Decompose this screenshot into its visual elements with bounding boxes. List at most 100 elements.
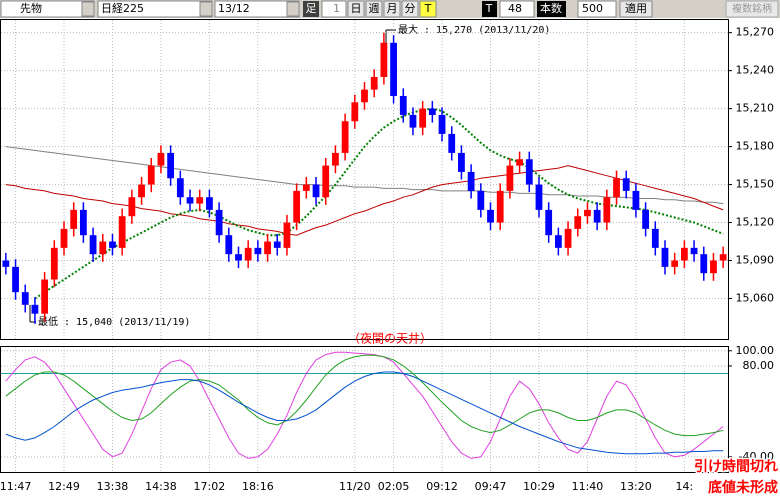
- candle-body: [584, 209, 591, 217]
- candle-body: [399, 95, 407, 115]
- y-tick-label: -40.00: [739, 450, 774, 463]
- y-tick-label: 15,150: [736, 178, 775, 191]
- y-tick-label: 15,270: [736, 26, 775, 39]
- candle-body: [206, 197, 213, 210]
- symbol: 先物: [20, 1, 42, 15]
- candle-body: [574, 216, 582, 229]
- count-input[interactable]: [499, 0, 535, 18]
- candle-body: [41, 279, 49, 314]
- candle-body: [109, 241, 116, 248]
- bar-input[interactable]: [321, 0, 347, 18]
- bar-label: 足: [306, 2, 317, 15]
- x-tick-label: 11:47: [0, 480, 31, 493]
- candle-body: [225, 235, 233, 255]
- candle-body: [293, 190, 301, 223]
- apply-button[interactable]: [619, 0, 653, 18]
- candle-body: [428, 108, 436, 115]
- candle-body: [390, 42, 397, 96]
- candle-body: [545, 209, 553, 236]
- candle-body: [128, 197, 136, 217]
- candle-body: [235, 254, 242, 261]
- night-annotation: （夜間の天井）: [348, 331, 432, 346]
- candle-body: [487, 209, 494, 223]
- minute-button[interactable]: [401, 0, 419, 18]
- candle-body: [380, 42, 388, 77]
- max-value: 500: [582, 2, 603, 15]
- candle-body: [525, 159, 533, 185]
- candle-body: [419, 108, 427, 128]
- multi: 複数銘柄: [732, 2, 772, 15]
- candle-body: [719, 254, 727, 261]
- tick-box: [482, 1, 497, 17]
- candle-body: [302, 184, 310, 191]
- symbol-select[interactable]: [0, 0, 95, 18]
- max-input[interactable]: [577, 0, 617, 18]
- multi-button[interactable]: [725, 0, 779, 18]
- candle-body: [50, 247, 58, 280]
- week-button[interactable]: [365, 0, 383, 18]
- y-tick-label: 100.00: [736, 344, 775, 357]
- candle-body: [438, 114, 446, 134]
- month-button[interactable]: [383, 0, 401, 18]
- candle-body: [409, 114, 417, 128]
- candle-body: [535, 184, 543, 210]
- candle-body: [2, 260, 10, 267]
- dropdown[interactable]: [81, 1, 95, 17]
- candle-body: [80, 209, 87, 236]
- candle-body: [593, 209, 601, 223]
- min-annotation: 最低 : 15,040 (2013/11/19): [38, 315, 190, 328]
- dropdown[interactable]: [199, 1, 213, 17]
- x-tick-label: 11/20: [339, 480, 371, 493]
- candle-body: [613, 178, 620, 198]
- count-label: 本数: [540, 1, 562, 15]
- candle-body: [554, 235, 562, 248]
- candle-body: [60, 228, 68, 248]
- candle-body: [361, 89, 368, 103]
- contract: 13/12: [218, 2, 250, 15]
- apply: 適用: [625, 1, 647, 15]
- month: 月: [387, 2, 398, 15]
- candle-body: [254, 247, 262, 255]
- candle-body: [21, 292, 29, 305]
- indicator-line: [5, 354, 724, 437]
- candle-body: [341, 121, 349, 153]
- oscillator-panel: [0, 346, 729, 473]
- candle-body: [244, 247, 252, 261]
- candle-body: [332, 152, 339, 166]
- count-box: [537, 1, 566, 17]
- candle-body: [196, 197, 204, 204]
- tick-on: T: [424, 2, 432, 15]
- candle-body: [603, 197, 611, 223]
- candle-body: [70, 209, 78, 229]
- candle-body: [215, 209, 223, 236]
- candle-body: [370, 76, 378, 90]
- candle-body: [157, 152, 165, 166]
- candle-body: [118, 216, 126, 248]
- x-tick-label: 14:: [676, 480, 694, 493]
- candle-body: [273, 241, 281, 248]
- candle-body: [31, 304, 39, 314]
- x-tick-label: 02:05: [378, 480, 410, 493]
- max-annotation: 最大 : 15,270 (2013/11/20): [398, 23, 550, 36]
- x-tick-label: 09:47: [475, 480, 507, 493]
- indicator-line: [5, 165, 724, 236]
- tick-button[interactable]: [419, 0, 437, 18]
- x-tick-label: 09:12: [426, 480, 458, 493]
- y-tick-label: 15,060: [736, 291, 775, 304]
- candle-body: [642, 209, 649, 229]
- y-tick-label: 15,120: [736, 216, 775, 229]
- y-tick-label: 15,210: [736, 102, 775, 115]
- candle-body: [351, 102, 359, 122]
- x-tick-label: 17:02: [194, 480, 226, 493]
- dropdown[interactable]: [286, 1, 300, 17]
- candle-body: [176, 178, 184, 198]
- candle-body: [632, 190, 640, 210]
- candle-body: [710, 260, 717, 274]
- candle-body: [680, 247, 688, 261]
- y-tick-label: 15,180: [736, 140, 775, 153]
- x-tick-label: 13:38: [97, 480, 129, 493]
- day-button[interactable]: [347, 0, 365, 18]
- candle-body: [167, 152, 175, 179]
